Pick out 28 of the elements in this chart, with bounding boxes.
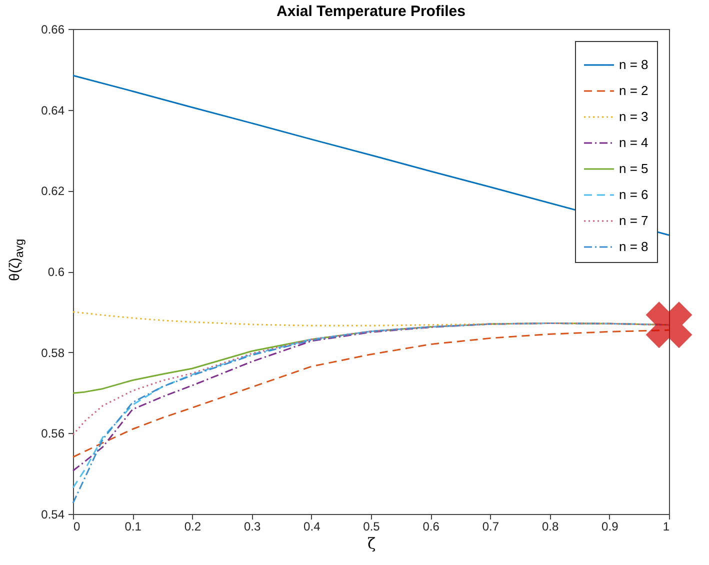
legend-label: n = 8 xyxy=(619,239,648,254)
y-tick-label: 0.56 xyxy=(41,426,65,441)
legend-label: n = 5 xyxy=(619,161,648,176)
x-tick-label: 0.4 xyxy=(304,520,321,534)
legend-label: n = 2 xyxy=(619,83,648,98)
chart-title: Axial Temperature Profiles xyxy=(276,3,466,20)
y-tick-label: 0.62 xyxy=(41,184,65,198)
x-tick-label: 0.5 xyxy=(363,520,380,534)
y-tick-label: 0.66 xyxy=(41,22,65,36)
legend-label: n = 6 xyxy=(619,187,648,202)
legend-label: n = 8 xyxy=(619,57,648,72)
y-tick-label: 0.58 xyxy=(41,346,65,360)
y-tick-label: 0.6 xyxy=(48,265,65,279)
x-tick-label: 0 xyxy=(74,520,80,534)
y-tick-label: 0.54 xyxy=(41,508,65,522)
legend-label: n = 3 xyxy=(619,109,648,124)
legend-label: n = 7 xyxy=(619,213,648,228)
x-tick-label: 0.2 xyxy=(184,520,202,534)
x-tick-label: 0.9 xyxy=(602,520,619,534)
x-tick-label: 0.6 xyxy=(422,520,440,534)
x-tick-label: 1 xyxy=(662,520,670,534)
y-tick-label: 0.64 xyxy=(41,103,65,118)
x-tick-label: 0.8 xyxy=(542,520,559,534)
x-axis-title: ζ xyxy=(367,534,376,552)
x-tick-label: 0.1 xyxy=(124,520,142,534)
x-tick-label: 0.3 xyxy=(244,520,261,534)
x-tick-label: 0.7 xyxy=(482,520,500,534)
legend-label: n = 4 xyxy=(619,135,648,150)
